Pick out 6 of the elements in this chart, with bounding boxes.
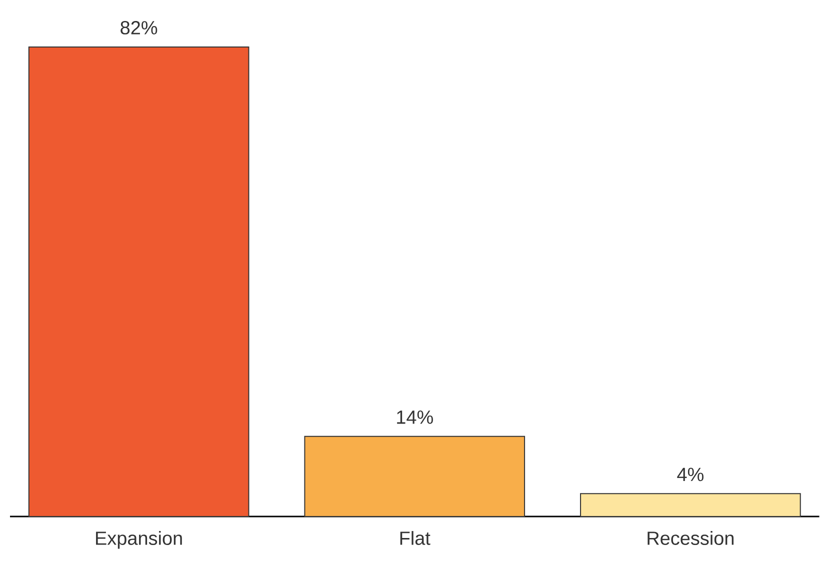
x-tick-label: Recession	[648, 530, 734, 545]
data-label: 4%	[677, 468, 704, 481]
data-label: 14%	[397, 410, 433, 424]
data-label: 82%	[120, 20, 158, 34]
x-tick-label: Expansion	[96, 530, 182, 548]
x-tick-label: Flat	[400, 530, 430, 545]
